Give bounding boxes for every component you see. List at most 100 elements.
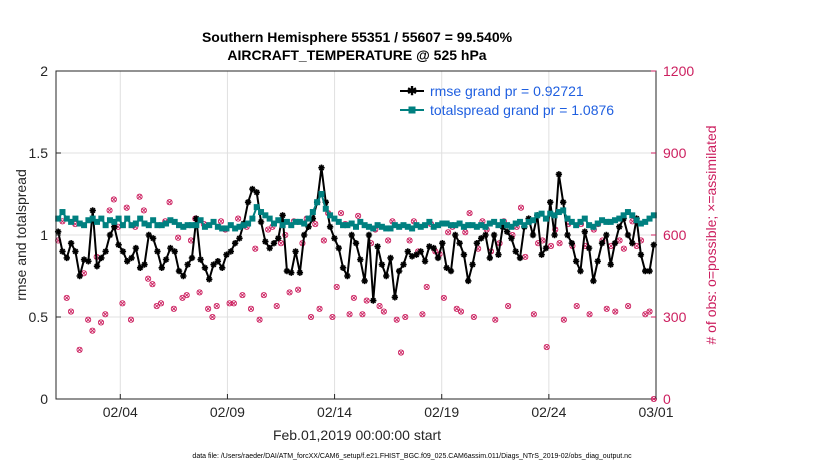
rmse-point xyxy=(124,258,131,265)
obs-possible-point xyxy=(393,316,400,323)
obs-possible-point xyxy=(646,308,653,315)
obs-assimilated-point xyxy=(287,289,293,295)
totalspread-point xyxy=(154,222,161,229)
rmse-point xyxy=(585,244,593,252)
obs-assimilated-point xyxy=(175,235,181,241)
obs-possible-point xyxy=(63,294,70,301)
totalspread-point xyxy=(201,223,208,230)
rmse-point xyxy=(473,240,481,247)
totalspread-point xyxy=(422,222,429,229)
totalspread-point xyxy=(335,218,342,225)
obs-possible-point xyxy=(226,300,233,307)
y-right-tick-label: 0 xyxy=(663,391,671,407)
rmse-point xyxy=(577,267,584,275)
totalspread-point xyxy=(171,218,178,225)
obs-possible-point xyxy=(466,210,473,217)
obs-assimilated-point xyxy=(351,295,357,301)
totalspread-point xyxy=(564,215,571,222)
totalspread-point xyxy=(188,222,195,229)
totalspread-point xyxy=(318,191,325,197)
totalspread-point xyxy=(163,220,170,227)
totalspread-point xyxy=(491,218,498,225)
totalspread-point xyxy=(210,218,217,225)
totalspread-point xyxy=(521,222,528,229)
rmse-point xyxy=(171,248,178,255)
rmse-point xyxy=(283,267,291,275)
obs-assimilated-point xyxy=(424,284,430,290)
totalspread-point xyxy=(435,222,442,229)
obs-assimilated-point xyxy=(89,328,95,334)
obs-possible-point xyxy=(346,311,353,318)
obs-possible-point xyxy=(312,221,319,228)
obs-possible-point xyxy=(445,229,452,236)
rmse-point xyxy=(477,235,485,242)
obs-assimilated-point xyxy=(381,309,387,315)
obs-possible-point xyxy=(307,313,315,321)
obs-assimilated-point xyxy=(612,309,618,315)
rmse-point xyxy=(149,235,157,242)
legend-rmse-label: rmse grand pr = 0.92721 xyxy=(430,83,584,99)
rmse-point xyxy=(54,228,62,235)
totalspread-point xyxy=(240,222,247,229)
obs-possible-point xyxy=(573,303,580,310)
rmse-point xyxy=(145,231,153,239)
obs-assimilated-point xyxy=(634,243,640,249)
rmse-point xyxy=(607,261,614,268)
obs-possible-point xyxy=(505,303,512,310)
obs-assimilated-point xyxy=(364,298,370,304)
totalspread-point xyxy=(327,212,334,219)
rmse-point xyxy=(210,261,217,268)
totalspread-point xyxy=(400,222,407,229)
totalspread-point xyxy=(219,225,226,232)
obs-assimilated-point xyxy=(261,292,267,298)
obs-possible-point xyxy=(149,281,156,288)
rmse-point xyxy=(395,267,403,275)
obs-possible-point xyxy=(295,286,302,293)
rmse-point xyxy=(646,267,653,275)
totalspread-point xyxy=(391,222,398,229)
rmse-point xyxy=(417,248,424,255)
obs-possible-point xyxy=(127,316,135,323)
obs-assimilated-point xyxy=(321,237,327,243)
totalspread-point xyxy=(232,225,239,232)
totalspread-point xyxy=(426,218,433,225)
rmse-point xyxy=(214,258,222,265)
obs-assimilated-point xyxy=(274,303,280,309)
obs-assimilated-point xyxy=(158,300,164,306)
legend-spread-marker-icon xyxy=(408,106,416,114)
rmse-point xyxy=(516,254,524,262)
totalspread-point xyxy=(150,217,157,224)
obs-possible-point xyxy=(642,311,649,318)
rmse-point xyxy=(335,244,342,252)
obs-possible-point xyxy=(337,210,345,217)
totalspread-point xyxy=(184,222,191,229)
obs-possible-point xyxy=(239,292,246,299)
totalspread-point xyxy=(68,218,75,225)
rmse-point xyxy=(218,264,226,271)
obs-possible-point xyxy=(329,313,336,321)
obs-possible-point xyxy=(423,283,430,290)
totalspread-point xyxy=(538,210,545,217)
obs-assimilated-point xyxy=(218,218,224,224)
rmse-point xyxy=(594,258,601,265)
rmse-point xyxy=(555,171,563,178)
rmse-point xyxy=(452,231,459,239)
rmse-point xyxy=(266,244,273,252)
obs-possible-point xyxy=(106,207,113,214)
obs-possible-point xyxy=(235,215,242,222)
totalspread-point xyxy=(482,223,489,230)
series-layer xyxy=(54,164,658,304)
obs-possible-point xyxy=(97,319,105,326)
obs-assimilated-point xyxy=(347,311,353,317)
obs-possible-point xyxy=(157,300,165,307)
obs-possible-point xyxy=(67,308,75,315)
rmse-point xyxy=(102,248,109,255)
obs-assimilated-point xyxy=(608,243,614,249)
obs-assimilated-point xyxy=(64,295,70,301)
totalspread-point xyxy=(353,223,359,230)
obs-assimilated-point xyxy=(85,317,91,323)
rmse-point xyxy=(119,248,127,255)
rmse-point xyxy=(175,267,183,275)
obs-assimilated-point xyxy=(377,303,383,309)
obs-possible-point xyxy=(397,349,405,356)
